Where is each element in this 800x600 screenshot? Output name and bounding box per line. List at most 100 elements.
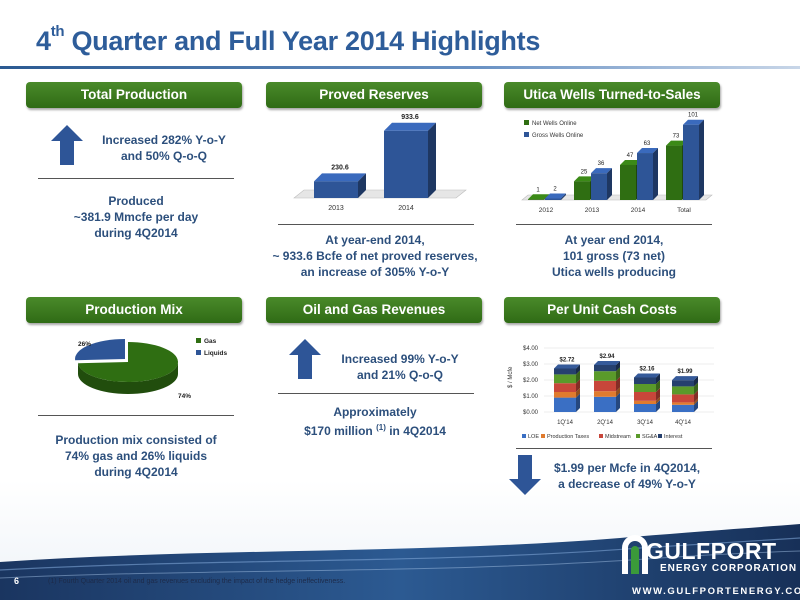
costs-bar-segment (672, 386, 694, 395)
mix-legend-swatch (196, 338, 201, 343)
up-arrow-icon (51, 125, 83, 165)
costs-legend-swatch (599, 434, 603, 438)
costs-bar-segment-side (656, 388, 660, 401)
costs-bar-segment (672, 402, 694, 405)
gulfport-logo-icon (622, 535, 648, 574)
costs-bar-segment (672, 394, 694, 403)
reserves-text: At year-end 2014, ~ 933.6 Bcfe of net pr… (272, 233, 478, 279)
costs-bar-segment (554, 374, 576, 384)
costs-bar-segment (554, 392, 576, 398)
utica-bar-Total-side (699, 119, 704, 200)
up-arrow-icon (289, 339, 321, 379)
unit-cash-costs-chart: $ / Mcfe $0.00 $1.00 $2.00 $3.00 $4.00 $2.72 1Q… (508, 346, 714, 440)
costs-bar-top (554, 364, 580, 369)
mix-legend-label: Gas (204, 338, 217, 345)
mix-slice-gas-side (78, 362, 178, 394)
utica-bar-2012-top (545, 193, 566, 199)
costs-bar-segment-side (616, 360, 620, 372)
utica-value-label: 101 (688, 113, 699, 119)
costs-legend-swatch (541, 434, 545, 438)
utica-value-label: 73 (673, 134, 680, 140)
revenues-increase-text: Increased 99% Y-o-Y and 21% Q-o-Q (341, 352, 459, 382)
costs-y-tick-label: $3.00 (523, 362, 539, 368)
costs-total-label: $2.94 (599, 354, 615, 360)
mix-label-gas: 74% (178, 393, 191, 400)
costs-bar-segment (594, 364, 616, 372)
utica-bar-2014-side (653, 148, 658, 200)
proved-reserves-chart: 230.6 2013 933.6 2014 (293, 114, 467, 212)
costs-bar-segment (634, 377, 656, 384)
utica-bar-2013-front (574, 181, 590, 200)
costs-bar-segment (672, 380, 694, 387)
utica-bar-2012 (545, 193, 566, 200)
costs-legend-label: SG&A (642, 434, 658, 440)
reserves-value-label: 933.6 (401, 114, 419, 121)
costs-category-label: 4Q'14 (675, 420, 691, 426)
costs-bar-segment-side (616, 387, 620, 397)
costs-total-label: $2.16 (639, 366, 655, 372)
costs-bar-segment-side (656, 396, 660, 404)
costs-y-axis-label: $ / Mcfe (508, 366, 514, 388)
costs-bar-segment-side (616, 367, 620, 381)
costs-legend-swatch (522, 434, 526, 438)
mix-text: Production mix consisted of 74% gas and … (55, 433, 217, 479)
costs-bar-segment (594, 380, 616, 392)
utica-bar-2013-side (607, 168, 612, 200)
footnote: (1) Fourth Quarter 2014 oil and gas reve… (48, 578, 346, 585)
reserves-bar-2013-side (358, 173, 366, 198)
page-number: 6 (14, 576, 20, 586)
costs-category-label: 2Q'14 (597, 420, 613, 426)
costs-total-label: $2.72 (559, 357, 575, 363)
utica-legend-swatch (524, 132, 529, 137)
utica-bar-2013-top (574, 176, 595, 182)
costs-bar-segment-side (694, 398, 698, 405)
costs-legend-label: Production Taxes (547, 434, 589, 440)
page-title: 4th Quarter and Full Year 2014 Highlight… (36, 23, 541, 56)
mix-legend-swatch (196, 350, 201, 355)
costs-bar-segment-side (694, 390, 698, 403)
mix-slice-liquids (75, 339, 125, 361)
divider (516, 448, 712, 449)
costs-y-tick-label: $1.00 (523, 394, 539, 400)
reserves-bar-2014-front (384, 130, 428, 198)
costs-bar-segment (594, 391, 616, 397)
costs-category-label: 1Q'14 (557, 420, 573, 426)
utica-bar-2012-front (528, 199, 544, 200)
costs-text: $1.99 per Mcfe in 4Q2014, a decrease of … (553, 461, 701, 491)
costs-y-tick-label: $2.00 (523, 378, 539, 384)
costs-bar-segment-side (694, 376, 698, 387)
costs-legend-swatch (658, 434, 662, 438)
revenues-amount-text: Approximately $170 million (1) in 4Q2014 (304, 405, 446, 438)
production-mix-chart: 26% 74% Gas Liquids (75, 338, 227, 400)
costs-bar-segment-side (694, 382, 698, 395)
costs-total-label: $1.99 (677, 369, 693, 375)
reserves-bar-2013-front (314, 181, 358, 198)
costs-bar-segment (634, 392, 656, 401)
utica-value-label: 25 (581, 169, 588, 175)
costs-bar-segment-side (576, 364, 580, 375)
divider (38, 178, 234, 179)
utica-wells-chart: 1 2 2012 25 36 2013 47 63 2014 73 101 Total Net Well… (521, 113, 713, 214)
costs-bar-segment (594, 396, 616, 412)
divider (278, 224, 474, 225)
divider (38, 415, 234, 416)
reserves-category-label: 2014 (398, 205, 414, 212)
reserves-bar-2014 (384, 122, 436, 198)
utica-bar-Total-front (683, 124, 699, 200)
costs-legend-swatch (636, 434, 640, 438)
header-production-mix: Production Mix (26, 297, 242, 323)
utica-value-label: 63 (644, 141, 651, 147)
title-rule (0, 66, 800, 69)
utica-category-label: 2012 (539, 207, 554, 214)
reserves-bar-2014-side (428, 122, 436, 198)
utica-bar-Total-front (666, 145, 682, 200)
header-unit-cash-costs: Per Unit Cash Costs (504, 297, 720, 323)
utica-value-label: 47 (627, 153, 634, 159)
utica-category-label: Total (677, 207, 691, 214)
costs-bar-top (672, 376, 698, 381)
costs-bar-segment-side (576, 370, 580, 384)
costs-legend-label: LOE (528, 434, 539, 440)
costs-bar-segment (554, 397, 576, 412)
logo-subtitle: ENERGY CORPORATION (660, 563, 798, 574)
